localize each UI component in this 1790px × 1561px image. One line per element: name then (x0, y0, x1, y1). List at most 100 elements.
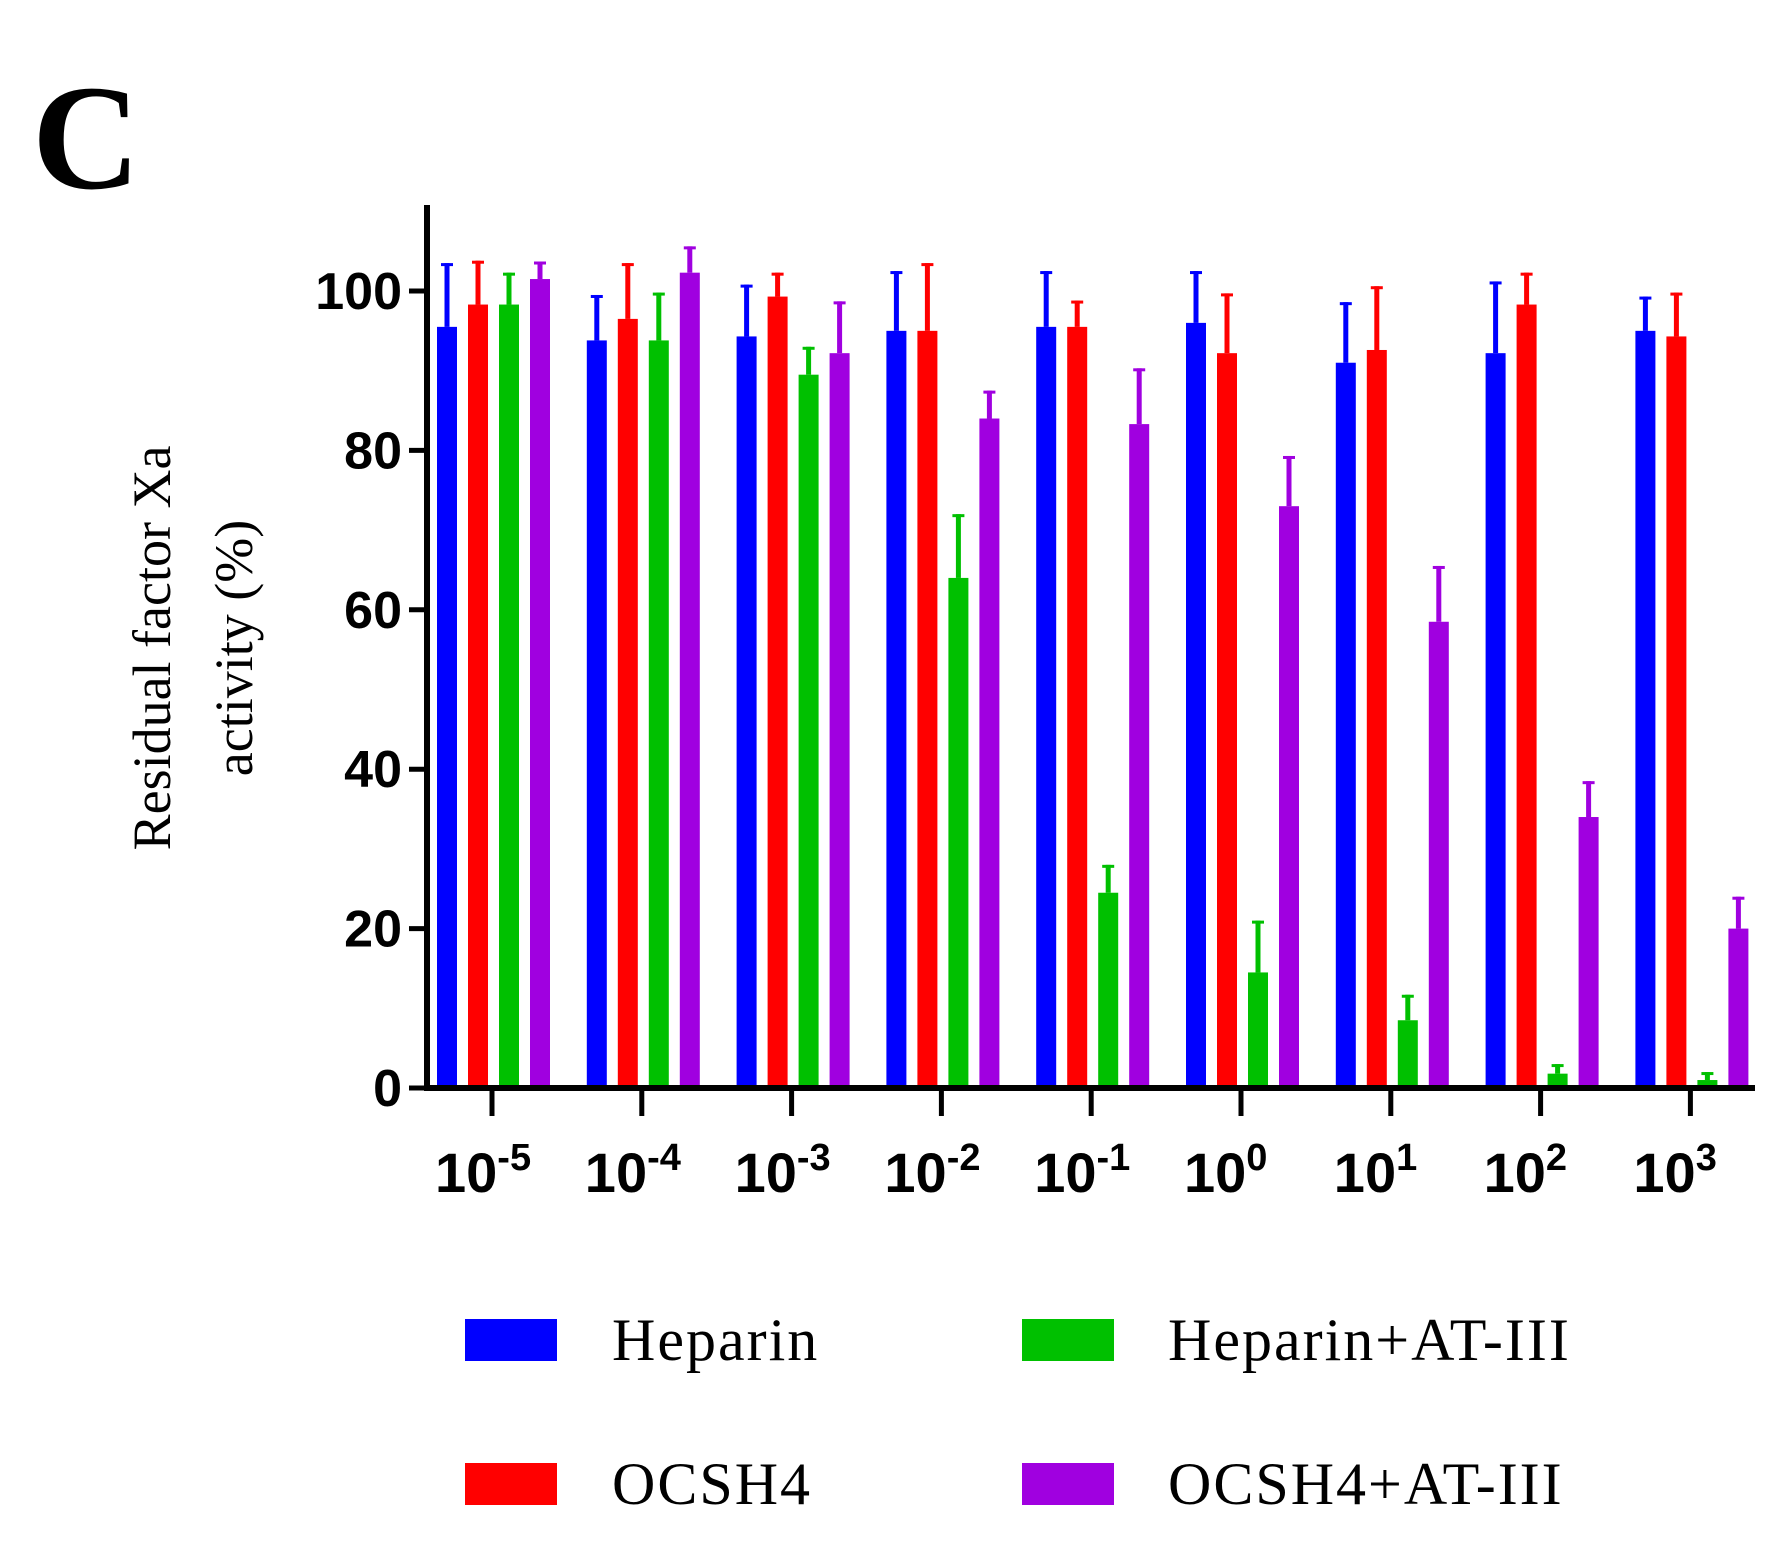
error-bar (475, 260, 481, 305)
error-bar-cap (1102, 864, 1115, 868)
error-bar-cap (952, 514, 965, 518)
error-bar-cap (1401, 994, 1414, 998)
y-tick-label: 80 (344, 422, 402, 480)
y-axis-title: Residual factor Xa activity (%) (122, 446, 264, 851)
error-bar (1735, 896, 1741, 929)
bar (886, 330, 907, 1089)
error-bar (1224, 293, 1230, 354)
error-bar (1105, 864, 1111, 893)
error-bar (506, 272, 512, 305)
error-bar-cap (1370, 286, 1383, 290)
error-bar (1555, 1064, 1561, 1074)
bar (1186, 322, 1206, 1088)
legend-swatch (1022, 1319, 1114, 1361)
x-tick-label: 103 (1633, 1137, 1716, 1204)
bar (1279, 506, 1299, 1088)
error-bar (1642, 296, 1648, 331)
error-bar (893, 271, 899, 331)
bar (648, 340, 669, 1088)
error-bar (1586, 781, 1592, 818)
bar (736, 336, 757, 1089)
error-bar-cap (1432, 565, 1445, 569)
error-bar-cap (1670, 292, 1683, 296)
error-bar (537, 261, 543, 280)
x-tick-label: 10-3 (735, 1137, 831, 1204)
x-tick-label: 10-5 (435, 1137, 531, 1204)
legend: Heparin Heparin+AT-III OCSH4 OCSH4+AT-III (465, 1307, 1571, 1517)
error-bar-cap (1639, 296, 1652, 300)
error-bar (775, 272, 781, 297)
error-bar (687, 246, 693, 273)
error-bar (955, 514, 961, 578)
bar (679, 272, 700, 1088)
error-bar-cap (890, 271, 903, 275)
bar (586, 340, 607, 1088)
error-bar (1286, 455, 1292, 507)
legend-swatch (1022, 1463, 1114, 1505)
error-bar-cap (503, 272, 515, 276)
error-bar (1043, 271, 1049, 327)
bar (917, 330, 938, 1089)
bar (829, 353, 850, 1088)
error-bar-cap (1040, 271, 1053, 275)
error-bar-cap (740, 284, 753, 288)
error-bar (1524, 272, 1530, 305)
bar (1036, 326, 1057, 1088)
error-bar (924, 263, 930, 331)
legend-swatch (465, 1319, 557, 1361)
legend-swatch (465, 1463, 557, 1505)
error-bar (744, 284, 750, 337)
error-bar-cap (1489, 281, 1502, 285)
x-tick-label: 100 (1184, 1137, 1267, 1204)
bar (1335, 362, 1356, 1089)
error-bar (837, 301, 843, 354)
error-bar (625, 263, 631, 319)
error-bar (1436, 565, 1442, 622)
bar (798, 374, 819, 1088)
error-bar-cap (1133, 368, 1146, 372)
bar (617, 318, 638, 1088)
error-bar (656, 292, 662, 341)
error-bar (1493, 281, 1499, 354)
y-tick-label: 60 (344, 582, 402, 640)
error-bar-cap (1071, 300, 1084, 304)
bar (1248, 972, 1268, 1088)
error-bar (806, 346, 812, 375)
error-bar-cap (921, 263, 934, 267)
bar (530, 279, 550, 1088)
legend-label: OCSH4 (612, 1451, 812, 1517)
error-bar-cap (441, 263, 453, 267)
bar (468, 304, 488, 1088)
error-bar-cap (1221, 293, 1233, 297)
bars-layer (437, 246, 1749, 1089)
legend-label: Heparin+AT-III (1168, 1307, 1571, 1373)
bar (1635, 330, 1656, 1089)
x-tick-label: 10-2 (884, 1137, 980, 1204)
error-bar (444, 263, 450, 327)
error-bar-cap (1339, 302, 1352, 306)
error-bar (1343, 302, 1349, 363)
bar (1578, 817, 1599, 1088)
error-bar-cap (683, 246, 696, 250)
legend-label: Heparin (612, 1307, 819, 1373)
bar (979, 418, 1000, 1088)
error-bar (1255, 920, 1261, 973)
error-bar-cap (1551, 1064, 1564, 1068)
bar (1397, 1020, 1418, 1088)
error-bar-cap (472, 260, 484, 264)
y-tick-label: 20 (344, 901, 402, 959)
x-tick-label: 10-4 (585, 1137, 681, 1204)
error-bar (1193, 271, 1199, 323)
error-bar-cap (621, 263, 634, 267)
bar (1547, 1073, 1568, 1088)
bar (948, 577, 969, 1088)
bar (1067, 326, 1088, 1088)
y-axis-title-line-2: activity (%) (204, 520, 264, 776)
error-bar-cap (771, 272, 784, 276)
bar (1697, 1080, 1718, 1088)
error-bar-cap (833, 301, 846, 305)
error-bar (1405, 994, 1411, 1021)
error-bar (1374, 286, 1380, 350)
error-bar-cap (1701, 1072, 1714, 1076)
error-bar (594, 294, 600, 341)
